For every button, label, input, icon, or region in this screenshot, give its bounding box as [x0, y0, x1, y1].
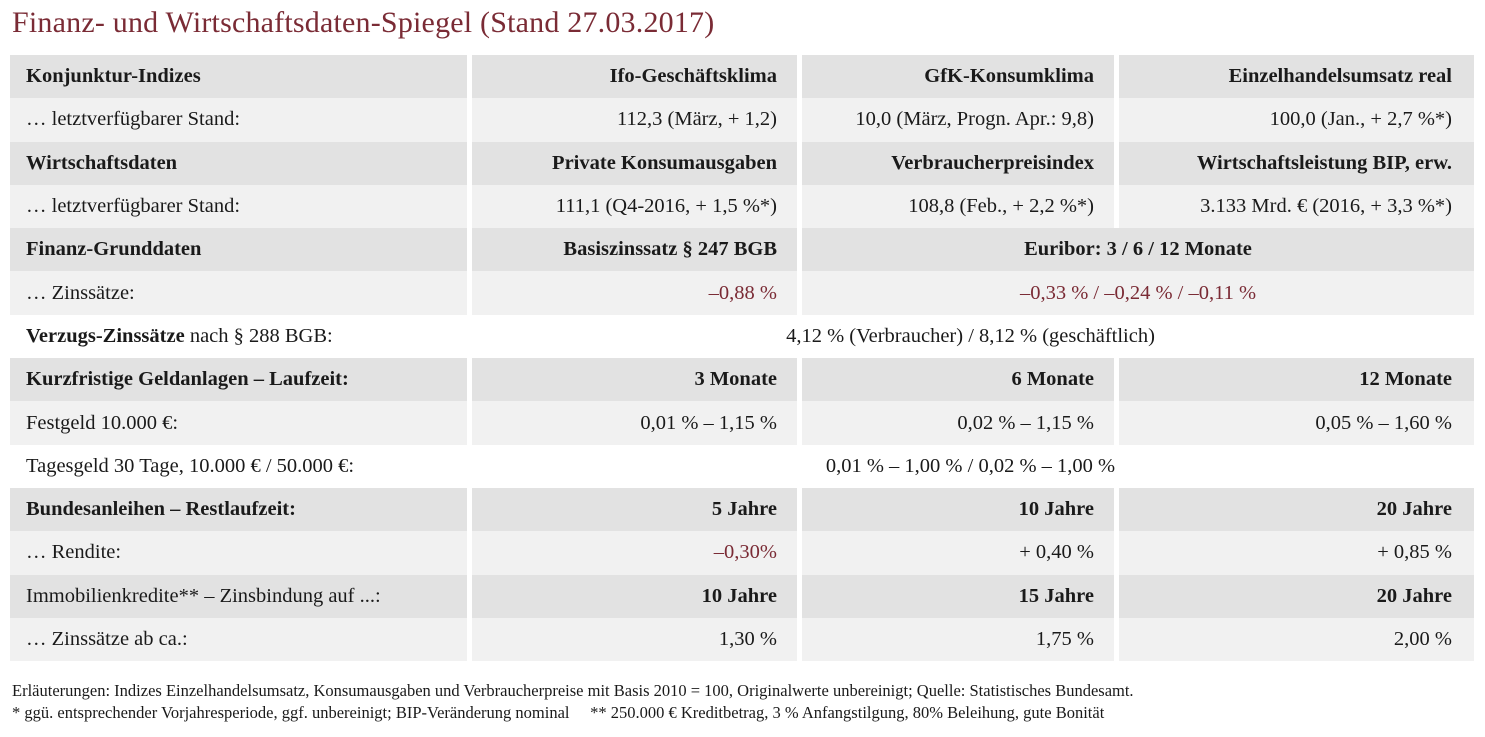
finance-data-table: Konjunktur-Indizes Ifo-Geschäftsklima Gf… — [10, 55, 1474, 662]
value-einzelhandel: 100,0 (Jan., + 2,7 %*) — [1114, 98, 1474, 142]
table-row-finanz-values: … Zinssätze: –0,88 % –0,33 % / –0,24 % /… — [10, 271, 1474, 315]
row-label: … Rendite: — [26, 541, 122, 564]
value-ifo: 112,3 (März, + 1,2) — [467, 98, 797, 142]
row-label: … Zinssätze ab ca.: — [26, 628, 188, 650]
section-label-konjunktur: Konjunktur-Indizes — [26, 65, 201, 88]
value-immo-15: 1,75 % — [797, 617, 1114, 662]
footnote-explanations: Erläuterungen: Indizes Einzelhandelsumsa… — [12, 681, 1134, 700]
table-row-bund-values: … Rendite: –0,30% + 0,40 % + 0,85 % — [10, 531, 1474, 575]
footnotes: Erläuterungen: Indizes Einzelhandelsumsa… — [12, 680, 1134, 724]
section-label-wirtschaft: Wirtschaftsdaten — [26, 151, 178, 174]
verzug-label-rest: nach § 288 BGB: — [184, 324, 333, 347]
table-row-wirtschaft-header: Wirtschaftsdaten Private Konsumausgaben … — [10, 141, 1474, 185]
value-festgeld-6: 0,02 % – 1,15 % — [797, 401, 1114, 445]
row-label: … Zinssätze: — [26, 281, 135, 304]
value-immo-20: 2,00 % — [1114, 617, 1474, 662]
table-row-wirtschaft-values: … letztverfügbarer Stand: 111,1 (Q4-2016… — [10, 184, 1474, 229]
section-label-geldanlagen: Kurzfristige Geldanlagen – Laufzeit: — [26, 368, 349, 391]
table-row-konjunktur-header: Konjunktur-Indizes Ifo-Geschäftsklima Gf… — [10, 55, 1474, 99]
header-10-jahre: 10 Jahre — [797, 487, 1114, 532]
header-verbraucherpreis: Verbraucherpreisindex — [797, 141, 1114, 185]
header-bip: Wirtschaftsleistung BIP, erw. — [1114, 141, 1474, 185]
table-row-konjunktur-values: … letztverfügbarer Stand: 112,3 (März, +… — [10, 98, 1474, 142]
value-euribor: –0,33 % / –0,24 % / –0,11 % — [797, 271, 1474, 315]
table-row-verzug: Verzugs-Zinssätze nach § 288 BGB: 4,12 %… — [10, 314, 1474, 359]
header-20-jahre: 20 Jahre — [1114, 487, 1474, 532]
table-row-immo-values: … Zinssätze ab ca.: 1,30 % 1,75 % 2,00 % — [10, 617, 1474, 662]
header-einzelhandel: Einzelhandelsumsatz real — [1114, 55, 1474, 99]
header-6-monate: 6 Monate — [797, 358, 1114, 402]
value-rendite-5: –0,30% — [467, 531, 797, 575]
row-label: … letztverfügbarer Stand: — [26, 108, 241, 131]
table-row-immo-header: Immobilienkredite** – Zinsbindung auf ..… — [10, 574, 1474, 618]
verzug-label: Verzugs-Zinssätze nach § 288 BGB: — [10, 315, 467, 358]
table-row-finanz-header: Finanz-Grunddaten Basiszinssatz § 247 BG… — [10, 228, 1474, 272]
header-ifo: Ifo-Geschäftsklima — [467, 55, 797, 99]
value-gfk: 10,0 (März, Progn. Apr.: 9,8) — [797, 98, 1114, 142]
value-basiszins: –0,88 % — [467, 271, 797, 315]
value-tagesgeld: 0,01 % – 1,00 % / 0,02 % – 1,00 % — [825, 454, 1116, 477]
section-label-bund: Bundesanleihen – Restlaufzeit: — [26, 498, 296, 521]
header-3-monate: 3 Monate — [467, 358, 797, 402]
value-rendite-20: + 0,85 % — [1114, 531, 1474, 575]
section-label-finanz: Finanz-Grunddaten — [26, 238, 202, 261]
table-row-tagesgeld: Tagesgeld 30 Tage, 10.000 € / 50.000 €: … — [10, 444, 1474, 488]
row-label-festgeld: Festgeld 10.000 €: — [26, 411, 179, 434]
page-title: Finanz- und Wirtschaftsdaten-Spiegel (St… — [12, 6, 715, 39]
value-festgeld-3: 0,01 % – 1,15 % — [467, 401, 797, 445]
header-5-jahre: 5 Jahre — [467, 487, 797, 532]
table-row-geldanlagen-header: Kurzfristige Geldanlagen – Laufzeit: 3 M… — [10, 358, 1474, 402]
header-euribor: Euribor: 3 / 6 / 12 Monate — [797, 228, 1474, 272]
header-immo-15: 15 Jahre — [797, 574, 1114, 618]
header-immo-10: 10 Jahre — [467, 574, 797, 618]
value-festgeld-12: 0,05 % – 1,60 % — [1114, 401, 1474, 445]
section-label-immo: Immobilienkredite** – Zinsbindung auf ..… — [26, 584, 381, 607]
value-verzug: 4,12 % (Verbraucher) / 8,12 % (geschäftl… — [786, 324, 1155, 347]
header-basiszins: Basiszinssatz § 247 BGB — [467, 228, 797, 272]
value-verbraucherpreis: 108,8 (Feb., + 2,2 %*) — [797, 184, 1114, 229]
value-immo-10: 1,30 % — [467, 617, 797, 662]
table-row-bund-header: Bundesanleihen – Restlaufzeit: 5 Jahre 1… — [10, 487, 1474, 532]
table-row-festgeld: Festgeld 10.000 €: 0,01 % – 1,15 % 0,02 … — [10, 401, 1474, 445]
header-12-monate: 12 Monate — [1114, 358, 1474, 402]
footnote-asterisks: * ggü. entsprechender Vorjahresperiode, … — [12, 703, 1105, 722]
header-immo-20: 20 Jahre — [1114, 574, 1474, 618]
value-konsumausgaben: 111,1 (Q4-2016, + 1,5 %*) — [467, 184, 797, 229]
value-bip: 3.133 Mrd. € (2016, + 3,3 %*) — [1114, 184, 1474, 229]
value-rendite-10: + 0,40 % — [797, 531, 1114, 575]
header-konsumausgaben: Private Konsumausgaben — [467, 141, 797, 185]
header-gfk: GfK-Konsumklima — [797, 55, 1114, 99]
row-label: … letztverfügbarer Stand: — [26, 195, 241, 218]
verzug-label-bold: Verzugs-Zinssätze — [26, 324, 185, 347]
row-label-tagesgeld: Tagesgeld 30 Tage, 10.000 € / 50.000 €: — [26, 454, 355, 477]
